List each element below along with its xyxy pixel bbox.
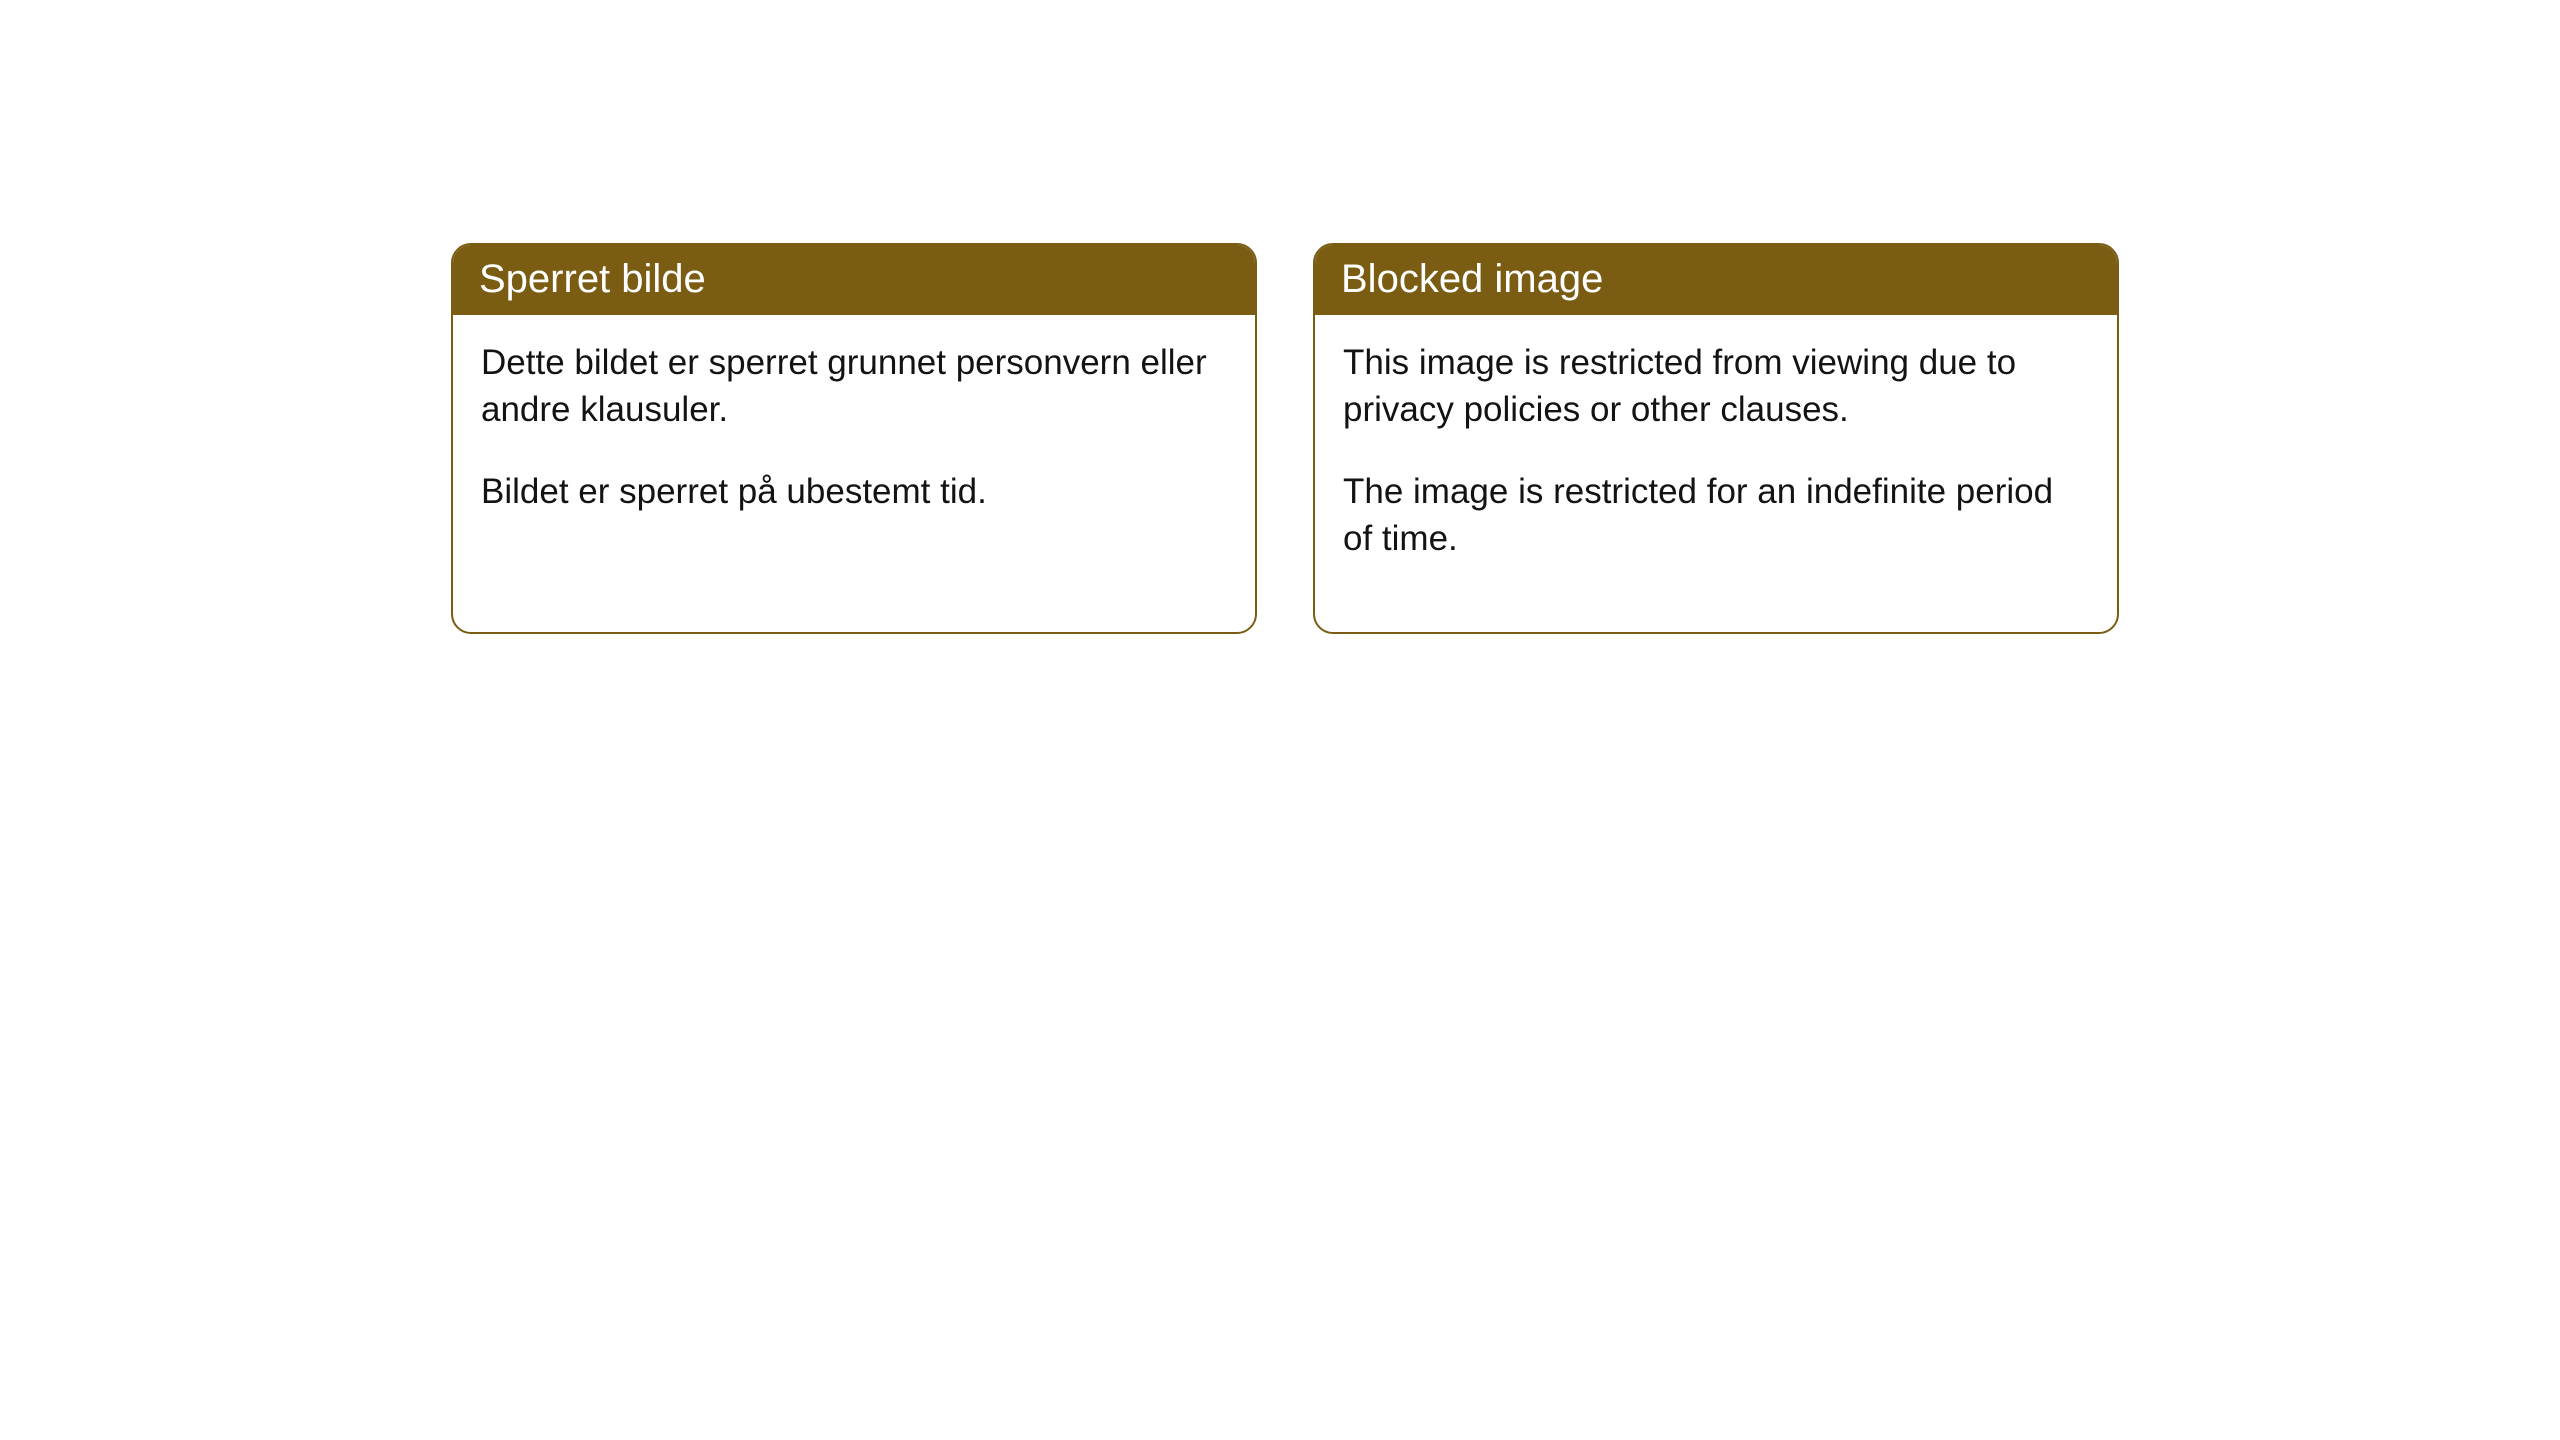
card-norwegian: Sperret bilde Dette bildet er sperret gr… — [451, 243, 1257, 634]
card-paragraph-2-english: The image is restricted for an indefinit… — [1343, 468, 2089, 563]
card-header-norwegian: Sperret bilde — [453, 245, 1255, 315]
card-paragraph-1-norwegian: Dette bildet er sperret grunnet personve… — [481, 339, 1227, 434]
card-body-english: This image is restricted from viewing du… — [1315, 315, 2117, 632]
card-header-english: Blocked image — [1315, 245, 2117, 315]
card-paragraph-1-english: This image is restricted from viewing du… — [1343, 339, 2089, 434]
card-english: Blocked image This image is restricted f… — [1313, 243, 2119, 634]
card-paragraph-2-norwegian: Bildet er sperret på ubestemt tid. — [481, 468, 1227, 515]
card-body-norwegian: Dette bildet er sperret grunnet personve… — [453, 315, 1255, 585]
notice-cards-container: Sperret bilde Dette bildet er sperret gr… — [0, 0, 2560, 634]
